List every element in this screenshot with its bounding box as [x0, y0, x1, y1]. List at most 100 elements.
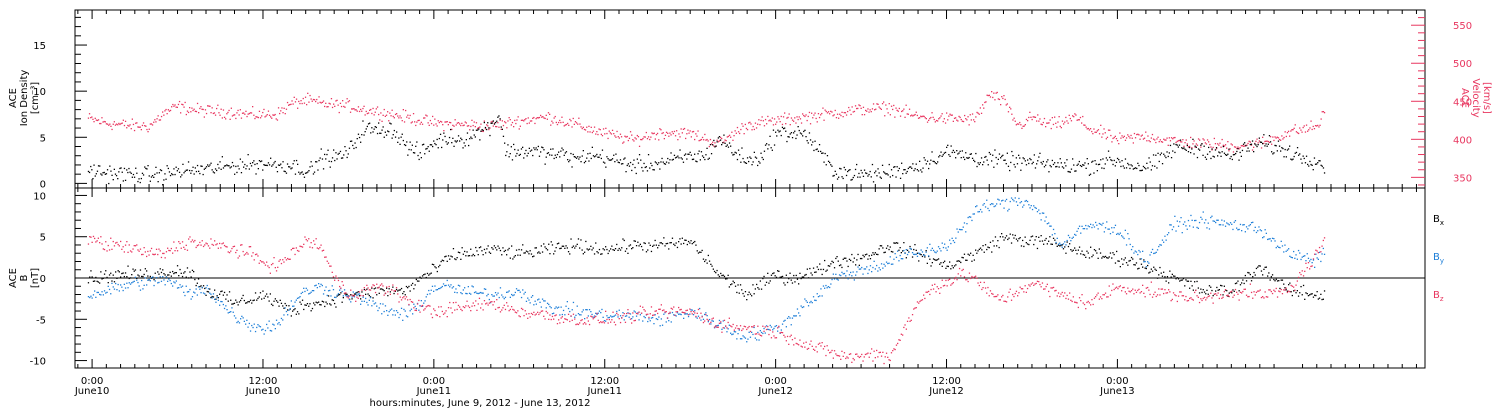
data-point	[601, 308, 603, 311]
data-point	[102, 121, 104, 123]
data-point	[346, 156, 348, 159]
data-point	[1108, 228, 1110, 230]
data-point	[1114, 262, 1117, 264]
data-point	[341, 290, 343, 293]
data-point	[1025, 118, 1028, 121]
data-point	[460, 258, 462, 260]
data-point	[845, 257, 847, 259]
data-point	[817, 296, 820, 298]
data-point	[558, 306, 560, 308]
data-point	[1183, 145, 1185, 147]
data-point	[334, 159, 336, 162]
data-point	[1114, 135, 1116, 137]
data-point	[430, 144, 433, 146]
data-point	[379, 119, 381, 121]
data-point	[546, 302, 549, 304]
data-point	[907, 113, 909, 115]
data-point	[1158, 245, 1160, 248]
data-point	[899, 177, 902, 179]
data-point	[759, 162, 761, 164]
data-point	[935, 119, 938, 122]
data-point	[718, 136, 721, 138]
data-point	[1146, 140, 1148, 142]
data-point	[982, 164, 984, 166]
data-point	[898, 107, 900, 110]
data-point	[183, 246, 185, 248]
data-point	[658, 139, 660, 141]
data-point	[507, 120, 509, 122]
data-point	[210, 293, 212, 295]
data-point	[1163, 153, 1165, 155]
data-point	[414, 309, 416, 311]
data-point	[162, 276, 164, 278]
data-point	[1241, 145, 1244, 147]
data-point	[551, 120, 553, 122]
data-point	[867, 272, 869, 275]
data-point	[899, 247, 901, 249]
data-point	[167, 167, 169, 170]
data-point	[1039, 152, 1041, 154]
data-point	[289, 258, 291, 260]
data-point	[676, 130, 678, 132]
data-point	[240, 244, 242, 246]
data-point	[1269, 136, 1272, 138]
data-point	[506, 151, 508, 153]
data-point	[461, 309, 463, 312]
data-point	[95, 296, 97, 298]
data-point	[1217, 289, 1219, 291]
data-point	[850, 259, 852, 262]
data-point	[432, 145, 434, 148]
data-point	[494, 292, 497, 294]
data-point	[623, 319, 625, 321]
data-point	[1170, 137, 1173, 139]
data-point	[1304, 255, 1306, 257]
data-point	[324, 105, 326, 108]
data-point	[663, 138, 665, 140]
data-point	[228, 311, 231, 313]
data-point	[279, 164, 281, 166]
data-point	[393, 310, 395, 312]
data-point	[809, 267, 811, 270]
data-point	[660, 129, 662, 131]
data-point	[133, 280, 135, 282]
data-point	[797, 118, 799, 121]
data-point	[269, 272, 271, 274]
data-point	[1022, 206, 1024, 208]
data-point	[1030, 205, 1032, 207]
data-point	[1179, 221, 1181, 223]
data-point	[1318, 297, 1321, 299]
data-point	[544, 246, 546, 248]
data-point	[134, 269, 137, 271]
data-point	[1112, 163, 1114, 166]
data-point	[391, 289, 393, 291]
data-point	[793, 315, 795, 317]
data-point	[1085, 167, 1087, 169]
data-point	[339, 102, 342, 104]
data-point	[279, 324, 281, 326]
data-point	[712, 141, 714, 143]
data-point	[685, 137, 687, 140]
data-point	[1121, 160, 1123, 162]
data-point	[1086, 128, 1088, 130]
data-point	[599, 154, 601, 156]
data-point	[381, 283, 383, 285]
data-point	[976, 205, 978, 207]
data-point	[315, 284, 317, 286]
data-point	[170, 275, 172, 277]
data-point	[106, 169, 109, 171]
data-point	[1292, 129, 1294, 131]
data-point	[167, 274, 169, 276]
data-point	[659, 128, 661, 130]
data-point	[994, 236, 997, 238]
data-point	[317, 102, 319, 104]
data-point	[822, 152, 824, 154]
data-point	[1290, 291, 1292, 293]
data-point	[117, 243, 119, 246]
data-point	[275, 300, 278, 302]
data-point	[758, 339, 760, 341]
data-point	[745, 127, 748, 130]
data-point	[214, 168, 217, 170]
data-point	[575, 314, 577, 316]
data-point	[192, 166, 194, 168]
data-point	[346, 296, 348, 298]
